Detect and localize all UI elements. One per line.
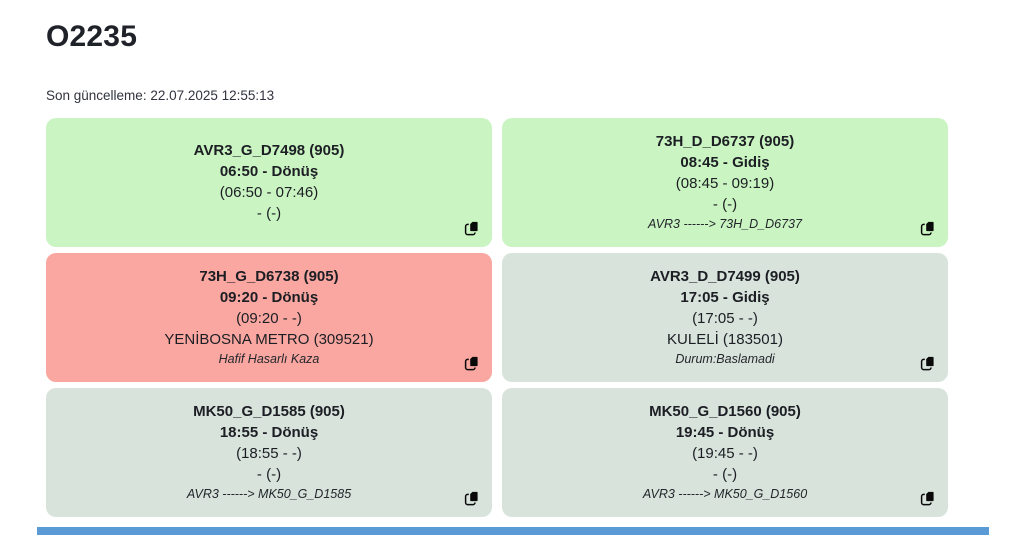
- card-note: Hafif Hasarlı Kaza: [218, 352, 320, 366]
- trip-card: 73H_D_D6737 (905) 08:45 - Gidiş (08:45 -…: [502, 118, 948, 247]
- card-location: YENİBOSNA METRO (309521): [164, 331, 374, 348]
- copy-icon[interactable]: [464, 355, 480, 371]
- card-time-range: (08:45 - 09:19): [675, 175, 775, 192]
- trip-card: AVR3_G_D7498 (905) 06:50 - Dönüş (06:50 …: [46, 118, 492, 247]
- card-note: AVR3 ------> 73H_D_D6737: [648, 217, 802, 231]
- copy-icon[interactable]: [464, 220, 480, 236]
- cards-grid: AVR3_G_D7498 (905) 06:50 - Dönüş (06:50 …: [46, 118, 948, 517]
- card-trip-id: MK50_G_D1585 (905): [193, 403, 345, 420]
- card-location: - (-): [712, 466, 738, 483]
- copy-icon[interactable]: [920, 220, 936, 236]
- card-time-range: (17:05 - -): [692, 310, 758, 327]
- card-time-direction: 18:55 - Dönüş: [219, 424, 319, 441]
- last-update-caption: Son güncelleme: 22.07.2025 12:55:13: [46, 88, 275, 103]
- card-location: - (-): [256, 205, 282, 222]
- card-time-direction: 17:05 - Gidiş: [680, 289, 770, 306]
- card-trip-id: 73H_G_D6738 (905): [199, 268, 339, 285]
- card-time-range: (18:55 - -): [236, 445, 302, 462]
- page: O2235 Son güncelleme: 22.07.2025 12:55:1…: [46, 0, 948, 517]
- card-location: - (-): [256, 466, 282, 483]
- card-time-direction: 19:45 - Dönüş: [675, 424, 775, 441]
- copy-icon[interactable]: [920, 490, 936, 506]
- copy-icon[interactable]: [920, 355, 936, 371]
- card-note: AVR3 ------> MK50_G_D1585: [186, 487, 352, 501]
- trip-card: MK50_G_D1560 (905) 19:45 - Dönüş (19:45 …: [502, 388, 948, 517]
- card-trip-id: AVR3_D_D7499 (905): [650, 268, 800, 285]
- card-trip-id: AVR3_G_D7498 (905): [193, 142, 345, 159]
- card-time-range: (06:50 - 07:46): [219, 184, 319, 201]
- trip-card: MK50_G_D1585 (905) 18:55 - Dönüş (18:55 …: [46, 388, 492, 517]
- card-trip-id: 73H_D_D6737 (905): [655, 133, 795, 150]
- card-note: AVR3 ------> MK50_G_D1560: [642, 487, 808, 501]
- card-time-range: (19:45 - -): [692, 445, 758, 462]
- trip-card: 73H_G_D6738 (905) 09:20 - Dönüş (09:20 -…: [46, 253, 492, 382]
- card-location: - (-): [712, 196, 738, 213]
- bottom-scroll-bar[interactable]: [37, 527, 989, 535]
- card-time-direction: 09:20 - Dönüş: [219, 289, 319, 306]
- card-location: KULELİ (183501): [667, 331, 783, 348]
- card-time-direction: 06:50 - Dönüş: [219, 163, 319, 180]
- page-title: O2235: [46, 20, 138, 53]
- card-trip-id: MK50_G_D1560 (905): [649, 403, 801, 420]
- card-time-range: (09:20 - -): [236, 310, 302, 327]
- card-time-direction: 08:45 - Gidiş: [680, 154, 770, 171]
- trip-card: AVR3_D_D7499 (905) 17:05 - Gidiş (17:05 …: [502, 253, 948, 382]
- card-note: Durum:Baslamadi: [675, 352, 775, 366]
- copy-icon[interactable]: [464, 490, 480, 506]
